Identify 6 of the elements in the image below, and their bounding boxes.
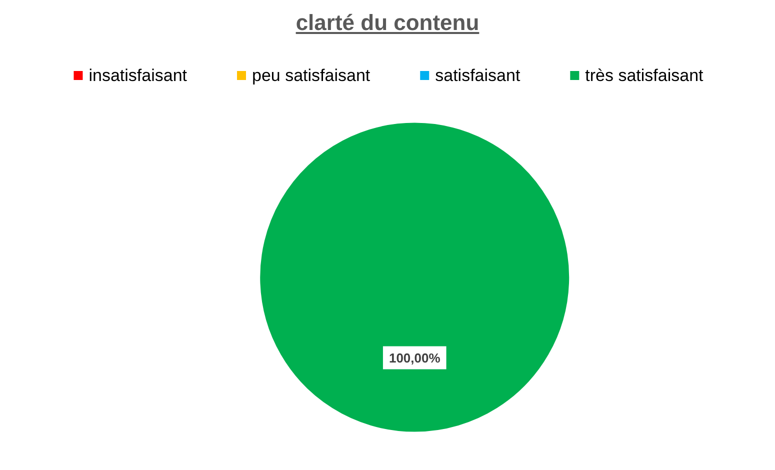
legend-label: insatisfaisant: [88, 66, 188, 85]
legend-label: satisfaisant: [435, 66, 520, 85]
data-label: 100,00%: [388, 350, 441, 366]
chart-title: clarté du contenu: [296, 10, 480, 36]
legend-label: peu satisfaisant: [252, 66, 370, 85]
legend-label: très satisfaisant: [585, 66, 704, 85]
